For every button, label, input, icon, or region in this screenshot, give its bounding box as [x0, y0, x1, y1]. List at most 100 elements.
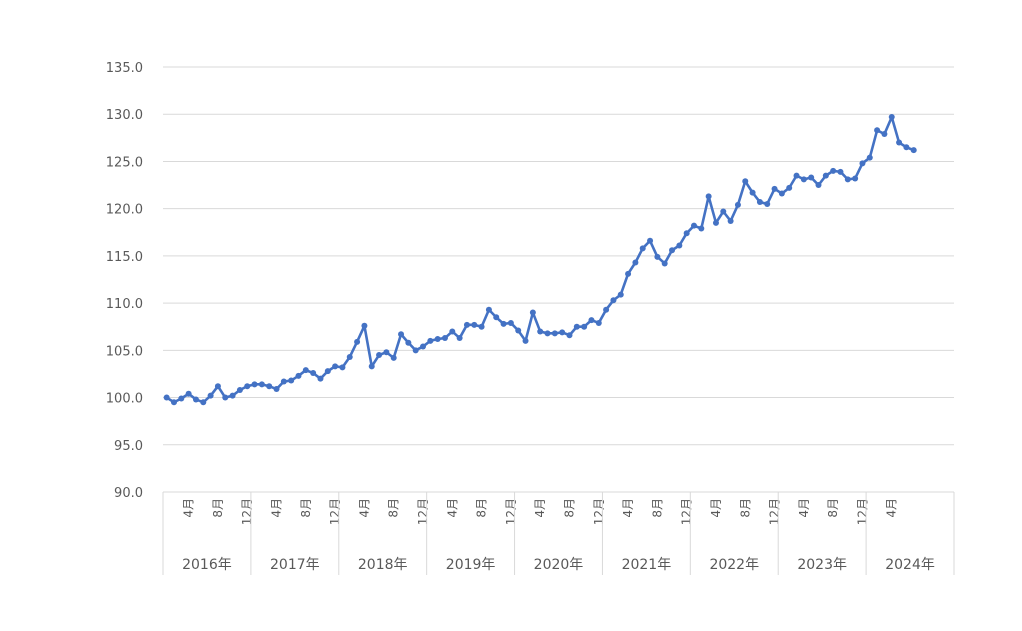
data-point — [698, 225, 705, 232]
data-point — [185, 390, 192, 397]
data-point — [471, 321, 478, 328]
data-point — [617, 291, 624, 298]
data-point — [888, 114, 895, 121]
data-point — [280, 378, 287, 385]
x-tick-label: 4月 — [885, 498, 899, 518]
data-point — [800, 176, 807, 183]
y-tick-label: 95.0 — [114, 439, 143, 454]
data-point — [493, 314, 500, 321]
data-point — [251, 381, 258, 388]
x-tick-label: 12月 — [240, 498, 254, 525]
x-tick-label: 8月 — [387, 498, 401, 518]
gridlines — [163, 66, 954, 493]
x-tick-label: 12月 — [855, 498, 869, 525]
x-tick-label: 4月 — [270, 498, 284, 518]
y-axis: 90.0 95.0 100.0 105.0 110.0 115.0 120.0 125.0 13… — [106, 61, 143, 501]
data-point — [625, 270, 632, 277]
data-point — [712, 219, 719, 226]
data-point — [734, 201, 741, 208]
data-point — [383, 349, 390, 356]
year-label: 2016年 — [182, 557, 232, 573]
data-point — [236, 387, 243, 393]
data-point — [581, 323, 588, 330]
data-point — [837, 168, 844, 175]
data-point — [529, 309, 536, 316]
data-point — [866, 154, 873, 161]
data-point — [720, 208, 727, 215]
data-point — [412, 347, 419, 354]
data-point — [441, 335, 448, 342]
data-point — [368, 363, 375, 370]
x-tick-label: 12月 — [592, 498, 606, 525]
data-point — [354, 338, 361, 345]
x-tick-label: 8月 — [826, 498, 840, 518]
data-point — [896, 139, 903, 146]
data-point — [361, 322, 368, 329]
data-point — [310, 370, 317, 376]
data-point — [398, 331, 405, 338]
data-point — [778, 190, 785, 197]
data-point — [690, 222, 697, 229]
data-point — [830, 167, 837, 174]
data-point — [317, 375, 324, 382]
y-tick-label: 105.0 — [106, 344, 143, 359]
data-point — [727, 217, 734, 224]
data-point — [595, 319, 602, 326]
data-point — [200, 399, 207, 406]
x-tick-label: 12月 — [768, 498, 782, 525]
data-point — [844, 176, 851, 183]
data-point — [273, 386, 280, 393]
data-point — [632, 259, 639, 266]
data-point — [786, 184, 793, 191]
data-point — [573, 323, 580, 330]
data-point — [229, 392, 236, 399]
series-line — [163, 114, 917, 406]
data-point — [639, 245, 646, 252]
year-label: 2019年 — [446, 557, 496, 573]
data-point — [822, 172, 829, 179]
x-tick-label: 8月 — [299, 498, 313, 518]
data-point — [544, 330, 551, 337]
x-tick-label: 8月 — [738, 498, 752, 518]
data-point — [551, 330, 558, 337]
data-point — [852, 175, 859, 182]
data-point — [332, 363, 339, 370]
data-point — [434, 336, 441, 342]
data-point — [903, 144, 910, 151]
x-tick-label: 4月 — [533, 498, 547, 518]
data-point — [742, 178, 749, 185]
data-point — [683, 230, 690, 237]
data-point — [515, 327, 522, 334]
data-point — [288, 377, 295, 384]
y-tick-label: 100.0 — [106, 392, 143, 407]
data-point — [764, 200, 771, 207]
data-point — [676, 242, 683, 249]
data-point — [661, 260, 668, 267]
data-point — [207, 392, 214, 399]
year-label: 2023年 — [797, 557, 847, 573]
data-point — [603, 306, 610, 313]
data-point — [214, 383, 221, 390]
data-point — [266, 383, 273, 390]
data-point — [500, 320, 507, 327]
x-tick-label: 12月 — [504, 498, 518, 525]
data-point — [808, 174, 815, 181]
data-point — [910, 147, 917, 154]
x-tick-label: 4月 — [357, 498, 371, 518]
data-point — [324, 368, 331, 375]
data-point — [647, 237, 654, 244]
y-tick-label: 135.0 — [106, 61, 143, 76]
data-point — [669, 247, 676, 254]
data-point — [749, 189, 756, 196]
data-point — [192, 396, 199, 403]
year-label: 2020年 — [534, 557, 584, 573]
x-tick-label: 8月 — [650, 498, 664, 518]
data-point — [478, 323, 485, 330]
data-point — [771, 185, 778, 192]
year-label: 2017年 — [270, 557, 320, 573]
data-point — [507, 319, 514, 326]
data-point — [463, 321, 470, 328]
x-tick-label: 4月 — [182, 498, 196, 518]
y-tick-label: 110.0 — [106, 297, 143, 312]
y-tick-label: 120.0 — [106, 203, 143, 218]
